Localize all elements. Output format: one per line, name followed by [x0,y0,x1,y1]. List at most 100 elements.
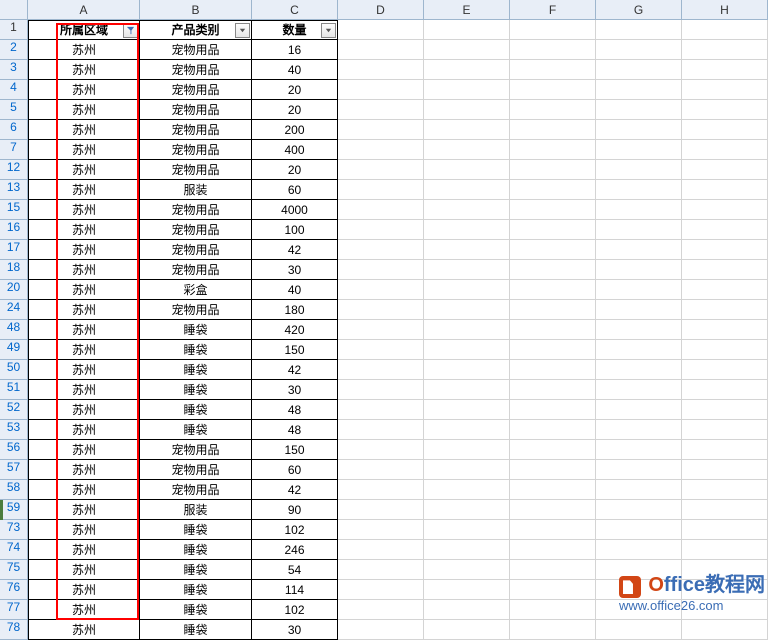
cell-category[interactable]: 服装 [140,500,252,520]
empty-cell[interactable] [424,600,510,620]
row-header[interactable]: 6 [0,120,28,140]
cell-region[interactable]: 苏州 [28,620,140,640]
empty-cell[interactable] [424,140,510,160]
empty-cell[interactable] [338,580,424,600]
empty-cell[interactable] [596,180,682,200]
empty-cell[interactable] [510,520,596,540]
cell-qty[interactable]: 400 [252,140,338,160]
empty-cell[interactable] [424,40,510,60]
row-header[interactable]: 51 [0,380,28,400]
cell-region[interactable]: 苏州 [28,160,140,180]
empty-cell[interactable] [338,100,424,120]
cell-category[interactable]: 睡袋 [140,560,252,580]
cell-category[interactable]: 睡袋 [140,600,252,620]
empty-cell[interactable] [424,80,510,100]
empty-cell[interactable] [338,20,424,40]
empty-cell[interactable] [596,160,682,180]
cell-region[interactable]: 苏州 [28,420,140,440]
cell-category[interactable]: 服装 [140,180,252,200]
empty-cell[interactable] [596,540,682,560]
cell-qty[interactable]: 60 [252,180,338,200]
empty-cell[interactable] [596,460,682,480]
cell-category[interactable]: 彩盒 [140,280,252,300]
empty-cell[interactable] [338,500,424,520]
empty-cell[interactable] [596,620,682,640]
empty-cell[interactable] [596,40,682,60]
empty-cell[interactable] [510,380,596,400]
empty-cell[interactable] [338,400,424,420]
cell-region[interactable]: 苏州 [28,300,140,320]
empty-cell[interactable] [424,420,510,440]
empty-cell[interactable] [596,380,682,400]
cell-region[interactable]: 苏州 [28,180,140,200]
cell-qty[interactable]: 30 [252,380,338,400]
empty-cell[interactable] [338,320,424,340]
row-header[interactable]: 16 [0,220,28,240]
cell-region[interactable]: 苏州 [28,460,140,480]
empty-cell[interactable] [424,300,510,320]
empty-cell[interactable] [596,500,682,520]
empty-cell[interactable] [596,440,682,460]
cell-category[interactable]: 宠物用品 [140,80,252,100]
cell-region[interactable]: 苏州 [28,40,140,60]
empty-cell[interactable] [682,160,768,180]
cell-region[interactable]: 苏州 [28,380,140,400]
empty-cell[interactable] [596,280,682,300]
empty-cell[interactable] [510,440,596,460]
empty-cell[interactable] [510,500,596,520]
empty-cell[interactable] [338,340,424,360]
empty-cell[interactable] [338,120,424,140]
empty-cell[interactable] [510,40,596,60]
empty-cell[interactable] [682,180,768,200]
row-header[interactable]: 58 [0,480,28,500]
empty-cell[interactable] [510,620,596,640]
empty-cell[interactable] [510,340,596,360]
cell-region[interactable]: 苏州 [28,480,140,500]
empty-cell[interactable] [424,480,510,500]
empty-cell[interactable] [682,540,768,560]
cell-category[interactable]: 睡袋 [140,620,252,640]
row-header[interactable]: 4 [0,80,28,100]
empty-cell[interactable] [338,480,424,500]
empty-cell[interactable] [510,140,596,160]
row-header[interactable]: 57 [0,460,28,480]
cell-category[interactable]: 宠物用品 [140,160,252,180]
cell-qty[interactable]: 420 [252,320,338,340]
cell-category[interactable]: 睡袋 [140,320,252,340]
empty-cell[interactable] [338,260,424,280]
row-header[interactable]: 48 [0,320,28,340]
empty-cell[interactable] [682,460,768,480]
empty-cell[interactable] [682,380,768,400]
cell-region[interactable]: 苏州 [28,100,140,120]
row-header[interactable]: 77 [0,600,28,620]
row-header[interactable]: 78 [0,620,28,640]
row-header[interactable]: 75 [0,560,28,580]
cell-category[interactable]: 宠物用品 [140,40,252,60]
row-header[interactable]: 53 [0,420,28,440]
empty-cell[interactable] [338,600,424,620]
empty-cell[interactable] [338,560,424,580]
cell-category[interactable]: 宠物用品 [140,240,252,260]
cell-region[interactable]: 苏州 [28,200,140,220]
empty-cell[interactable] [424,240,510,260]
empty-cell[interactable] [338,240,424,260]
row-header[interactable]: 7 [0,140,28,160]
empty-cell[interactable] [424,200,510,220]
empty-cell[interactable] [510,540,596,560]
cell-qty[interactable]: 102 [252,600,338,620]
empty-cell[interactable] [596,420,682,440]
empty-cell[interactable] [338,60,424,80]
empty-cell[interactable] [424,540,510,560]
column-header-c[interactable]: C [252,0,338,20]
empty-cell[interactable] [596,80,682,100]
empty-cell[interactable] [682,520,768,540]
cell-qty[interactable]: 4000 [252,200,338,220]
column-header-e[interactable]: E [424,0,510,20]
empty-cell[interactable] [596,520,682,540]
empty-cell[interactable] [682,20,768,40]
empty-cell[interactable] [510,300,596,320]
empty-cell[interactable] [338,140,424,160]
empty-cell[interactable] [424,60,510,80]
cell-qty[interactable]: 40 [252,60,338,80]
cell-region[interactable]: 苏州 [28,320,140,340]
